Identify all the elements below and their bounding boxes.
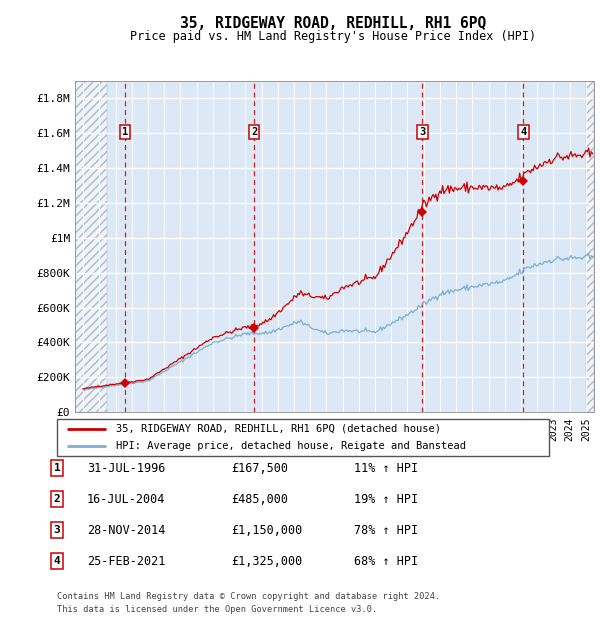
- Bar: [586, 81, 594, 412]
- Text: 4: 4: [520, 127, 527, 137]
- Text: £485,000: £485,000: [231, 493, 288, 505]
- Text: 11% ↑ HPI: 11% ↑ HPI: [354, 462, 418, 474]
- Text: 78% ↑ HPI: 78% ↑ HPI: [354, 524, 418, 536]
- Text: 68% ↑ HPI: 68% ↑ HPI: [354, 555, 418, 567]
- Text: 1: 1: [53, 463, 61, 473]
- Text: HPI: Average price, detached house, Reigate and Banstead: HPI: Average price, detached house, Reig…: [116, 441, 466, 451]
- Text: 28-NOV-2014: 28-NOV-2014: [87, 524, 166, 536]
- Text: 3: 3: [419, 127, 425, 137]
- Text: 2: 2: [251, 127, 257, 137]
- Text: 1: 1: [122, 127, 128, 137]
- Text: 35, RIDGEWAY ROAD, REDHILL, RH1 6PQ (detached house): 35, RIDGEWAY ROAD, REDHILL, RH1 6PQ (det…: [116, 423, 441, 433]
- Text: 2: 2: [53, 494, 61, 504]
- Text: 19% ↑ HPI: 19% ↑ HPI: [354, 493, 418, 505]
- Text: 31-JUL-1996: 31-JUL-1996: [87, 462, 166, 474]
- Text: £1,150,000: £1,150,000: [231, 524, 302, 536]
- Text: 25-FEB-2021: 25-FEB-2021: [87, 555, 166, 567]
- Text: £167,500: £167,500: [231, 462, 288, 474]
- Text: 3: 3: [53, 525, 61, 535]
- Bar: [75, 81, 107, 412]
- Text: Contains HM Land Registry data © Crown copyright and database right 2024.
This d: Contains HM Land Registry data © Crown c…: [57, 592, 440, 614]
- Text: £1,325,000: £1,325,000: [231, 555, 302, 567]
- Text: Price paid vs. HM Land Registry's House Price Index (HPI): Price paid vs. HM Land Registry's House …: [130, 30, 536, 43]
- Text: 16-JUL-2004: 16-JUL-2004: [87, 493, 166, 505]
- Text: 35, RIDGEWAY ROAD, REDHILL, RH1 6PQ: 35, RIDGEWAY ROAD, REDHILL, RH1 6PQ: [180, 16, 486, 30]
- Bar: [586, 81, 594, 412]
- Text: 4: 4: [53, 556, 61, 566]
- Bar: [75, 81, 107, 412]
